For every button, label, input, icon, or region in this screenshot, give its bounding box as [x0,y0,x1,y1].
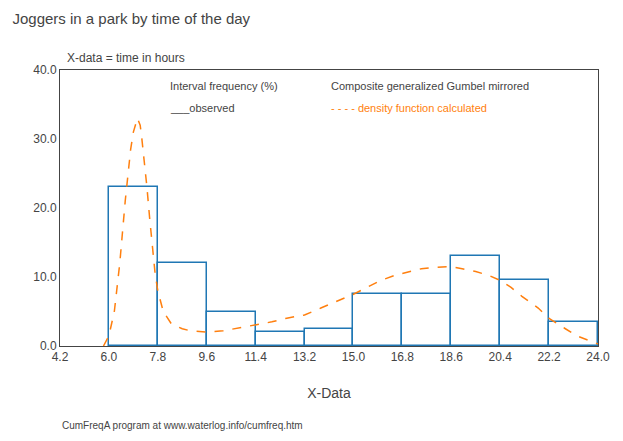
svg-text:4.2: 4.2 [52,350,69,364]
svg-text:40.0: 40.0 [33,63,57,77]
svg-text:9.6: 9.6 [198,350,215,364]
svg-text:30.0: 30.0 [33,132,57,146]
svg-text:- - - - density function calcu: - - - - density function calculated [331,102,487,114]
svg-text:10.0: 10.0 [33,270,57,284]
svg-text:11.4: 11.4 [244,350,267,364]
svg-text:Composite generalized Gumbel m: Composite generalized Gumbel mirrored [331,80,529,92]
svg-text:22.2: 22.2 [537,350,561,364]
svg-text:16.8: 16.8 [391,350,415,364]
svg-text:15.0: 15.0 [342,350,366,364]
svg-text:20.4: 20.4 [489,350,513,364]
svg-text:20.0: 20.0 [33,201,57,215]
svg-text:Interval frequency (%): Interval frequency (%) [170,80,278,92]
svg-text:X-data = time in hours: X-data = time in hours [67,51,185,65]
svg-text:0.0: 0.0 [40,339,57,353]
svg-text:___observed: ___observed [170,102,235,114]
svg-text:6.0: 6.0 [101,350,118,364]
svg-text:13.2: 13.2 [293,350,317,364]
svg-text:CumFreqA program at www.waterl: CumFreqA program at www.waterlog.info/cu… [62,420,303,431]
svg-text:7.8: 7.8 [149,350,166,364]
svg-text:18.6: 18.6 [440,350,464,364]
svg-text:24.0: 24.0 [586,350,610,364]
svg-text:Joggers in a park by time of t: Joggers in a park by time of the day [12,10,250,27]
svg-text:X-Data: X-Data [307,385,351,401]
